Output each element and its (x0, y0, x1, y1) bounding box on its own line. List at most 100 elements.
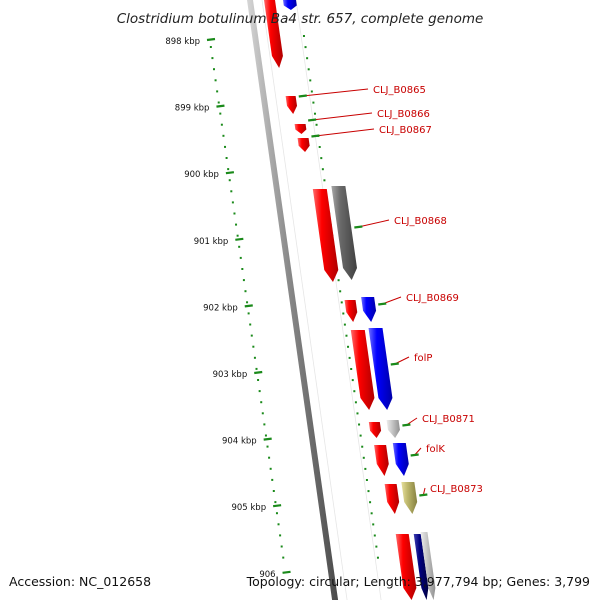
track-dot (362, 456, 365, 459)
track-outline-right (295, 0, 382, 600)
gene-label-leader (315, 128, 375, 137)
scale-dot (264, 434, 267, 437)
genome-backbone (247, 0, 339, 600)
track-dot (340, 301, 343, 304)
gene-arrow-unlabeled-15[interactable] (384, 484, 400, 514)
gene-label-tick (390, 362, 399, 366)
gene-label-clj-b0869[interactable]: CLJ_B0869 (406, 293, 459, 304)
gene-label-tick (298, 94, 307, 98)
scale-dot (260, 401, 263, 404)
gene-arrow-clj-b0865[interactable] (285, 96, 298, 114)
gene-arrow-folp[interactable] (368, 328, 393, 410)
scale-dot (266, 445, 269, 448)
scale-tick-label: 904 kbp (222, 437, 257, 447)
scale-dot (219, 112, 222, 115)
scale-tick-label: 901 kbp (194, 237, 229, 247)
track-dot (347, 345, 350, 348)
gene-arrow-unlabeled-5[interactable] (312, 189, 339, 282)
gene-arrow-clj-b0869[interactable] (361, 297, 377, 322)
track-dot (353, 390, 356, 393)
gene-label-tick (410, 453, 419, 457)
gene-arrow-clj-b0873[interactable] (401, 482, 418, 514)
track-dot (312, 101, 315, 104)
gene-arrow-unlabeled-7[interactable] (344, 300, 358, 322)
gene-arrow-clj-b0868[interactable] (331, 186, 358, 280)
gene-label-clj-b0866[interactable]: CLJ_B0866 (377, 109, 430, 120)
gene-arrow-clj-b0866[interactable] (294, 124, 307, 134)
scale-dot (282, 556, 285, 559)
scale-tick-label: 900 kbp (184, 170, 219, 180)
scale-dot (247, 312, 250, 315)
gene-label-folk[interactable]: folK (426, 444, 445, 455)
track-dot (307, 68, 310, 71)
track-dot (358, 423, 361, 426)
scale-dot (258, 390, 261, 393)
genome-summary-text: Topology: circular; Length: 3,977,794 bp… (246, 574, 590, 589)
scale-dot (261, 412, 264, 415)
gene-arrow-unlabeled-13[interactable] (374, 445, 389, 476)
scale-dot (211, 57, 214, 60)
scale-dot (255, 367, 258, 370)
gene-label-clj-b0871[interactable]: CLJ_B0871 (422, 414, 475, 425)
track-dot (345, 334, 348, 337)
scale-dot (233, 212, 236, 215)
gene-label-tick (402, 423, 411, 427)
gene-labels: CLJ_B0865 CLJ_B0866 CLJ_B0867 CLJ_B0868 CLJ_… (298, 85, 483, 497)
scale-dot (280, 545, 283, 548)
scale-dot (250, 334, 253, 337)
scale-tick (244, 304, 253, 308)
scale-tick (216, 104, 225, 108)
scale-tick (282, 570, 291, 574)
track-dot (310, 90, 313, 93)
scale-dot (209, 46, 212, 48)
gene-label-leader (302, 88, 369, 97)
scale-dot (216, 90, 219, 93)
scale-tick-label: 902 kbp (203, 303, 238, 313)
gene-label-tick (378, 302, 387, 306)
scale-dot (212, 68, 215, 71)
gene-arrow-unlabeled-11[interactable] (368, 422, 382, 438)
gene-arrow-clj-b0867[interactable] (297, 138, 310, 152)
gene-label-clj-b0867[interactable]: CLJ_B0867 (379, 125, 432, 136)
gene-label-tick (308, 118, 317, 122)
scale-dot (228, 179, 231, 182)
track-dot (321, 168, 324, 171)
scale-tick (263, 437, 272, 441)
scale-dot (230, 190, 233, 193)
gene-features (264, 0, 436, 600)
gene-arrow-folk[interactable] (392, 443, 409, 476)
gene-arrow-unlabeled-0[interactable] (264, 0, 283, 68)
gene-arrow-clj-b0871[interactable] (386, 420, 400, 438)
track-outlines (261, 0, 382, 600)
track-dot (351, 379, 354, 382)
track-dot (354, 401, 357, 404)
scale-tick (272, 504, 282, 508)
track-dot (369, 501, 372, 504)
gene-label-clj-b0873[interactable]: CLJ_B0873 (430, 484, 483, 495)
track-dot (313, 112, 316, 115)
gene-arrow-unlabeled-18[interactable] (413, 534, 429, 600)
gene-label-clj-b0865[interactable]: CLJ_B0865 (373, 85, 426, 96)
track-dot (356, 412, 359, 415)
gene-arrow-unlabeled-9[interactable] (350, 330, 375, 410)
gene-label-clj-b0868[interactable]: CLJ_B0868 (394, 216, 447, 227)
track-dot (337, 279, 340, 282)
scale-dot (236, 234, 239, 237)
scale-dot (217, 101, 220, 104)
scale-tick (225, 171, 235, 175)
track-dot (339, 290, 342, 293)
track-dot (359, 434, 362, 437)
scale-ticks: 898 kbp 899 kbp 900 kbp 901 kbp 902 kbp 903 k… (165, 35, 379, 580)
gene-label-tick (419, 493, 428, 497)
scale-dot (220, 123, 223, 126)
gene-arrow-unlabeled-1[interactable] (283, 0, 297, 10)
track-dot (370, 512, 373, 515)
track-dot (375, 545, 378, 548)
scale-tick-label: 905 kbp (231, 503, 266, 513)
scale-dot (227, 168, 230, 171)
track-dot (348, 356, 351, 359)
gene-label-folp[interactable]: folP (414, 353, 432, 364)
track-dot (342, 312, 345, 315)
gene-arrow-unlabeled-17[interactable] (395, 534, 417, 600)
gene-arrow-unlabeled-19[interactable] (420, 532, 436, 600)
